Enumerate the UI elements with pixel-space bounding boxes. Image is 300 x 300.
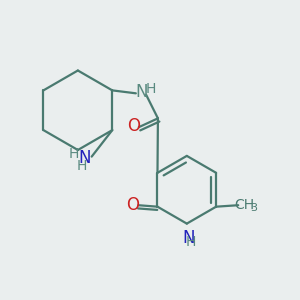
Text: O: O [127,117,140,135]
Text: H: H [146,82,156,96]
Text: N: N [135,83,147,101]
Text: H: H [185,236,196,249]
Text: H: H [68,147,79,161]
Text: CH: CH [235,198,255,212]
Text: 3: 3 [250,202,257,213]
Text: N: N [78,149,91,167]
Text: H: H [77,159,87,173]
Text: O: O [127,196,140,214]
Text: N: N [182,229,194,247]
